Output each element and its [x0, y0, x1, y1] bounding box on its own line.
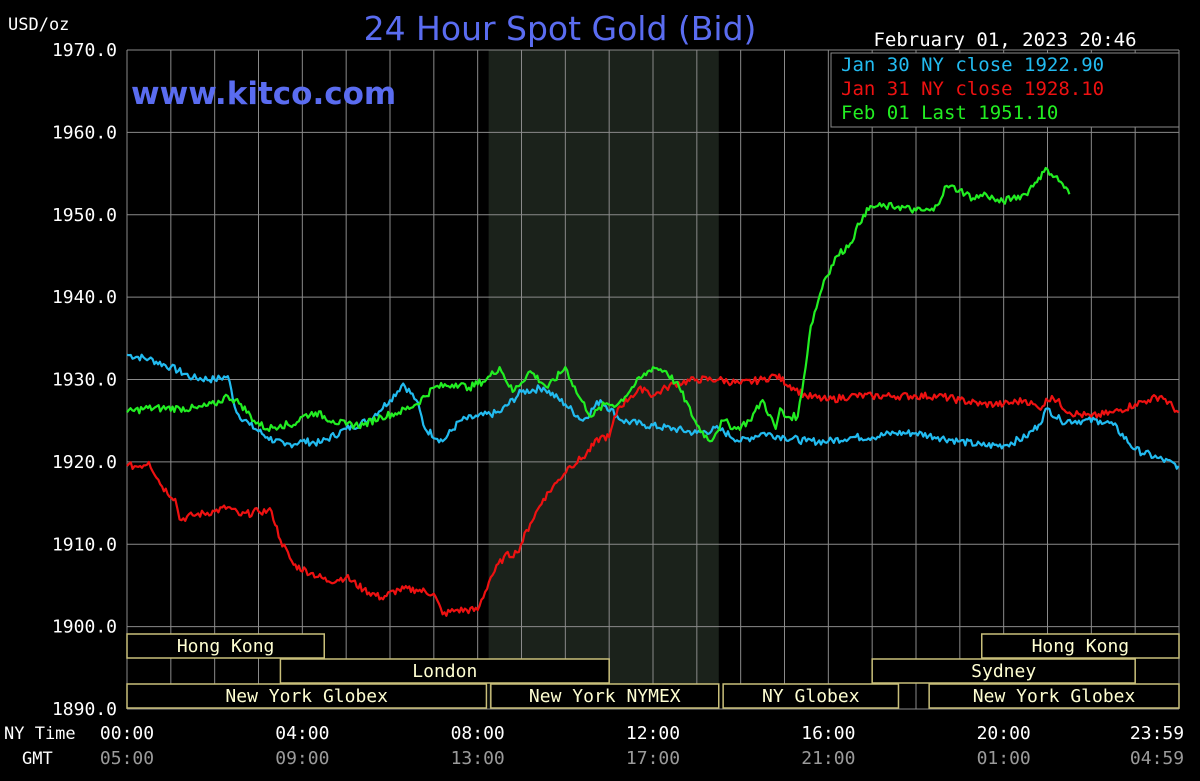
y-tick-label: 1890.0 [52, 699, 117, 720]
market-session-label: Sydney [971, 661, 1036, 682]
y-tick-label: 1900.0 [52, 617, 117, 638]
y-tick-label: 1970.0 [52, 40, 117, 61]
x-tick-label-gmt: 13:00 [451, 748, 505, 769]
chart-title: 24 Hour Spot Gold (Bid) [364, 9, 757, 48]
y-tick-label: 1960.0 [52, 122, 117, 143]
watermark: www.kitco.com [131, 76, 396, 112]
market-session-label: Hong Kong [1032, 636, 1130, 657]
x-tick-label-ny: 04:00 [275, 723, 329, 744]
legend-box [830, 52, 1180, 128]
market-session-bar [126, 683, 488, 709]
market-session-bar [928, 683, 1180, 709]
grid [126, 49, 1180, 710]
series-line-2 [126, 166, 1071, 443]
series-line-0 [126, 353, 1180, 470]
market-session-label: New York Globex [225, 686, 388, 707]
gmt-row-label: GMT [22, 749, 53, 769]
x-tick-label-gmt: 21:00 [801, 748, 855, 769]
market-session-label: London [412, 661, 477, 682]
market-session-label: NY Globex [762, 686, 860, 707]
series-line-1 [126, 373, 1180, 617]
y-tick-label: 1950.0 [52, 205, 117, 226]
x-tick-label-ny: 08:00 [451, 723, 505, 744]
x-axis: 00:00 04:00 08:00 12:00 16:00 20:00 23:59 05:00… [100, 723, 1184, 769]
market-sessions: Hong Kong Hong Kong London Sydney New York G… [126, 633, 1180, 709]
x-tick-label-gmt: 09:00 [275, 748, 329, 769]
x-tick-label-ny: 12:00 [626, 723, 680, 744]
x-tick-label-ny: 16:00 [801, 723, 855, 744]
y-unit-label: USD/oz [8, 15, 69, 35]
market-session-label: New York Globex [973, 686, 1136, 707]
x-tick-label-gmt: 17:00 [626, 748, 680, 769]
series-lines [126, 166, 1180, 617]
market-session-bar [722, 683, 900, 709]
legend-item-jan31: Jan 31 NY close 1928.10 [841, 78, 1104, 100]
market-session-bar [981, 633, 1180, 659]
y-tick-label: 1940.0 [52, 287, 117, 308]
y-tick-label: 1920.0 [52, 452, 117, 473]
x-tick-label-ny: 00:00 [100, 723, 154, 744]
legend: Jan 30 NY close 1922.90 Jan 31 NY close … [830, 52, 1180, 128]
y-tick-label: 1910.0 [52, 534, 117, 555]
market-session-bar [126, 633, 325, 659]
market-session-bar [490, 683, 720, 709]
market-session-bar [871, 658, 1136, 684]
timestamp: February 01, 2023 20:46 [873, 29, 1136, 51]
x-tick-label-ny: 20:00 [977, 723, 1031, 744]
y-tick-label: 1930.0 [52, 370, 117, 391]
x-tick-label-ny: 23:59 [1130, 723, 1184, 744]
market-session-bar [279, 658, 610, 684]
x-tick-label-gmt: 04:59 [1130, 748, 1184, 769]
ny-time-row-label: NY Time [4, 724, 76, 744]
legend-item-jan30: Jan 30 NY close 1922.90 [841, 54, 1104, 76]
market-session-label: New York NYMEX [529, 686, 681, 707]
market-session-label: Hong Kong [177, 636, 275, 657]
y-axis: 1970.0 1960.0 1950.0 1940.0 1930.0 1920.0 1910… [52, 40, 117, 720]
legend-item-feb01: Feb 01 Last 1951.10 [841, 102, 1058, 124]
x-tick-label-gmt: 01:00 [977, 748, 1031, 769]
x-tick-label-gmt: 05:00 [100, 748, 154, 769]
